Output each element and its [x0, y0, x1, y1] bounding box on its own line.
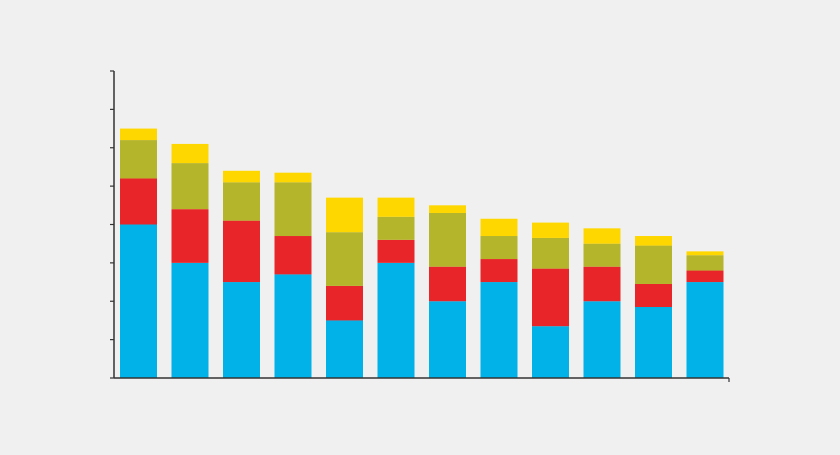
- bar-segment-12-series-4: [686, 251, 724, 256]
- bar-segment-12-series-2: [686, 270, 724, 283]
- bar-segment-4-series-3: [274, 182, 312, 237]
- bar-segment-8-series-2: [480, 259, 518, 283]
- bar-segment-10-series-4: [583, 228, 621, 244]
- bars-layer: [120, 128, 724, 378]
- bar-segment-9-series-2: [532, 268, 569, 327]
- bar-segment-11-series-4: [635, 236, 672, 246]
- bar-segment-2-series-3: [171, 163, 209, 210]
- bar-segment-6-series-3: [377, 216, 415, 240]
- bar-segment-11-series-3: [635, 245, 672, 284]
- bar-segment-6-series-4: [377, 197, 415, 217]
- bar-segment-1-series-2: [120, 178, 157, 225]
- bar-segment-8-series-1: [480, 282, 518, 378]
- bar-segment-1-series-1: [120, 224, 157, 378]
- bar-segment-6-series-1: [377, 262, 415, 378]
- bar-segment-1-series-3: [120, 140, 157, 179]
- bar-segment-10-series-1: [583, 301, 621, 378]
- bar-segment-2-series-2: [171, 209, 209, 263]
- bar-segment-3-series-4: [223, 170, 260, 183]
- bar-segment-2-series-1: [171, 262, 209, 378]
- bar-segment-7-series-3: [429, 212, 466, 267]
- bar-segment-5-series-3: [326, 232, 363, 286]
- bar-segment-6-series-2: [377, 239, 415, 263]
- bar-segment-3-series-2: [223, 220, 260, 283]
- bar-segment-9-series-1: [532, 326, 569, 378]
- bar-segment-10-series-2: [583, 266, 621, 302]
- bar-segment-3-series-3: [223, 182, 260, 221]
- bar-segment-9-series-4: [532, 222, 569, 238]
- bar-segment-1-series-4: [120, 128, 157, 141]
- bar-segment-5-series-4: [326, 197, 363, 233]
- bar-segment-12-series-3: [686, 255, 724, 271]
- bar-segment-3-series-1: [223, 282, 260, 378]
- bar-segment-12-series-1: [686, 282, 724, 378]
- bar-segment-8-series-3: [480, 236, 518, 260]
- bar-segment-11-series-1: [635, 307, 672, 378]
- bar-segment-2-series-4: [171, 143, 209, 164]
- bar-segment-9-series-3: [532, 237, 569, 269]
- bar-segment-10-series-3: [583, 243, 621, 267]
- bar-segment-5-series-2: [326, 285, 363, 321]
- bar-segment-7-series-2: [429, 266, 466, 302]
- axes-layer: [110, 70, 730, 382]
- bar-segment-4-series-1: [274, 274, 312, 378]
- bar-segment-4-series-2: [274, 236, 312, 275]
- bar-segment-7-series-1: [429, 301, 466, 378]
- bar-segment-8-series-4: [480, 218, 518, 237]
- bar-segment-7-series-4: [429, 205, 466, 213]
- bar-segment-11-series-2: [635, 283, 672, 308]
- bar-segment-5-series-1: [326, 320, 363, 378]
- bar-segment-4-series-4: [274, 172, 312, 183]
